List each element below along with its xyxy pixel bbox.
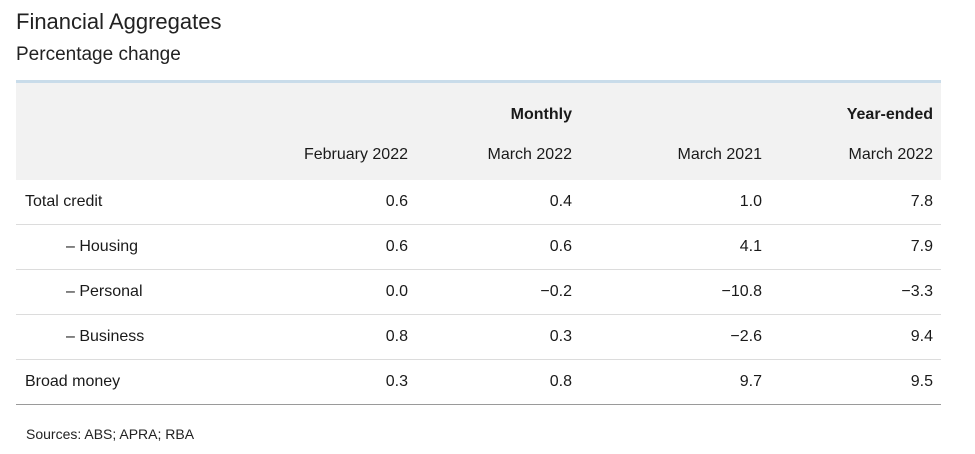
- column-header: February 2022: [266, 129, 416, 180]
- group-header-monthly: Monthly: [416, 80, 580, 130]
- table-body: Total credit 0.6 0.4 1.0 7.8 – Housing 0…: [16, 179, 941, 405]
- table-cell: 0.0: [266, 269, 416, 315]
- table-cell: 0.6: [266, 224, 416, 270]
- row-label: Total credit: [16, 179, 266, 225]
- column-header: March 2021: [580, 129, 770, 180]
- table-row: – Housing 0.6 0.6 4.1 7.9: [16, 224, 941, 270]
- table-row: Broad money 0.3 0.8 9.7 9.5: [16, 359, 941, 405]
- empty-header-cell: [580, 80, 770, 130]
- table-cell: −2.6: [580, 314, 770, 360]
- table-cell: 0.4: [416, 179, 580, 225]
- empty-header-cell: [266, 80, 416, 130]
- data-table: Monthly Year-ended February 2022 March 2…: [16, 80, 941, 405]
- column-header: March 2022: [416, 129, 580, 180]
- table-cell: 9.7: [580, 359, 770, 405]
- table-row: Total credit 0.6 0.4 1.0 7.8: [16, 179, 941, 225]
- empty-header-cell: [16, 80, 266, 130]
- table-cell: −0.2: [416, 269, 580, 315]
- table-cell: 7.9: [770, 224, 941, 270]
- table-header: Monthly Year-ended February 2022 March 2…: [16, 80, 941, 180]
- table-cell: 0.8: [416, 359, 580, 405]
- table-row: – Personal 0.0 −0.2 −10.8 −3.3: [16, 269, 941, 315]
- row-label: – Personal: [16, 269, 266, 315]
- table-cell: 9.5: [770, 359, 941, 405]
- table-cell: 4.1: [580, 224, 770, 270]
- table-cell: 7.8: [770, 179, 941, 225]
- group-header-year-ended: Year-ended: [770, 80, 941, 130]
- table-cell: 0.6: [266, 179, 416, 225]
- table-cell: 1.0: [580, 179, 770, 225]
- table-row: – Business 0.8 0.3 −2.6 9.4: [16, 314, 941, 360]
- table-cell: 0.3: [266, 359, 416, 405]
- column-header: March 2022: [770, 129, 941, 180]
- row-label: – Business: [16, 314, 266, 360]
- table-cell: −3.3: [770, 269, 941, 315]
- table-cell: −10.8: [580, 269, 770, 315]
- page-title: Financial Aggregates: [16, 9, 222, 34]
- table-cell: 0.6: [416, 224, 580, 270]
- row-label: – Housing: [16, 224, 266, 270]
- empty-header-cell: [16, 129, 266, 180]
- group-header-row: Monthly Year-ended: [16, 80, 941, 130]
- sources-note: Sources: ABS; APRA; RBA: [26, 426, 195, 442]
- financial-aggregates-table: Monthly Year-ended February 2022 March 2…: [16, 80, 941, 405]
- period-header-row: February 2022 March 2022 March 2021 Marc…: [16, 129, 941, 180]
- page-subtitle: Percentage change: [16, 44, 181, 65]
- table-cell: 9.4: [770, 314, 941, 360]
- table-cell: 0.3: [416, 314, 580, 360]
- row-label: Broad money: [16, 359, 266, 405]
- table-cell: 0.8: [266, 314, 416, 360]
